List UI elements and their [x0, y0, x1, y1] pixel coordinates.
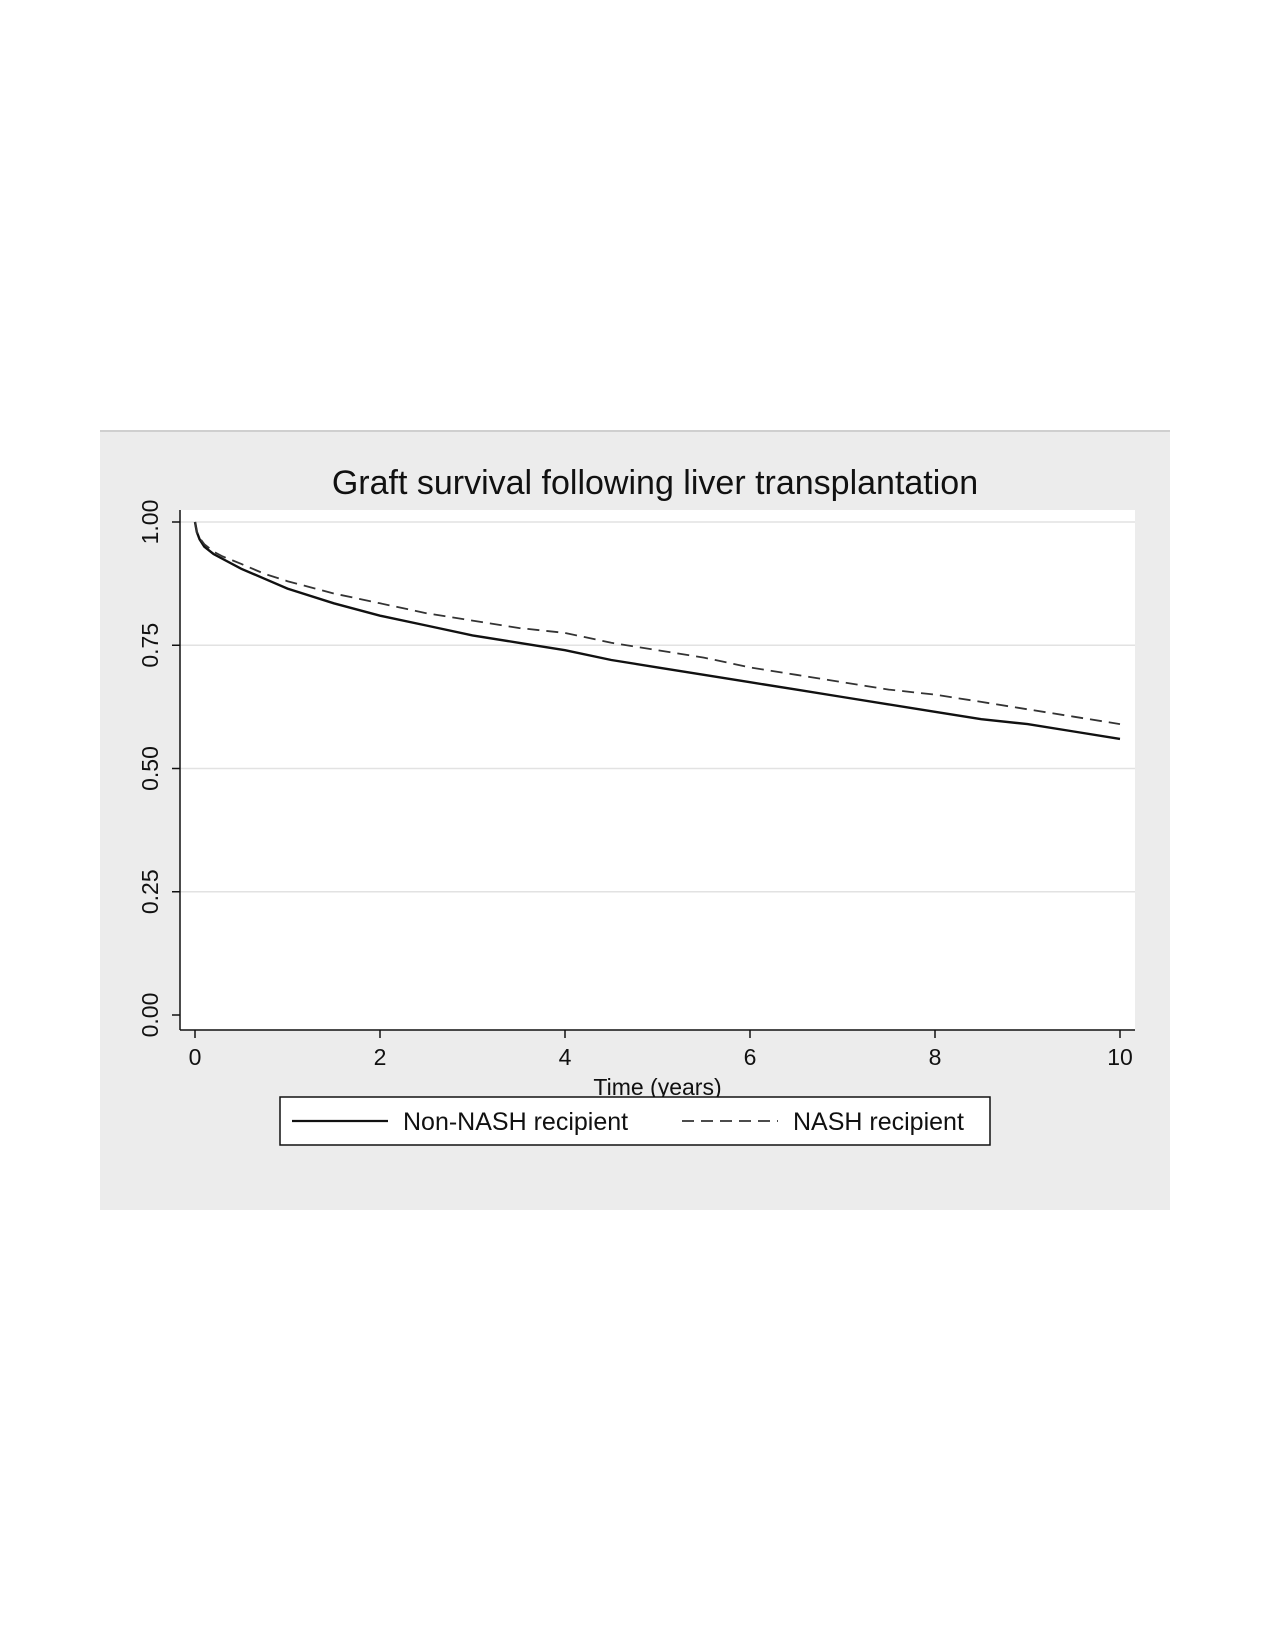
chart-panel: Graft survival following liver transplan… — [100, 430, 1170, 1210]
y-tick-label-1: 0.25 — [137, 869, 163, 914]
x-tick-label-0: 0 — [189, 1044, 202, 1070]
series-line-1 — [194, 521, 1121, 725]
series-line-0 — [193, 521, 1121, 741]
legend-label-nash: NASH recipient — [793, 1108, 964, 1136]
survival-chart: Graft survival following liver transplan… — [137, 464, 1135, 1146]
x-tick-label-4: 8 — [929, 1044, 942, 1070]
x-axis-title: Time (years) — [593, 1074, 721, 1100]
gridlines — [180, 521, 1135, 893]
x-tick-label-5: 10 — [1107, 1044, 1133, 1070]
series-lines — [193, 521, 1121, 741]
legend-label-non-nash: Non-NASH recipient — [403, 1108, 628, 1136]
y-tick-label-2: 0.50 — [137, 746, 163, 791]
legend-box — [279, 1096, 991, 1146]
y-tick-label-3: 0.75 — [137, 623, 163, 668]
chart-title: Graft survival following liver transplan… — [332, 464, 978, 502]
y-tick-label-4: 1.00 — [137, 500, 163, 545]
plot-area — [180, 510, 1135, 1030]
y-tick-label-0: 0.00 — [137, 993, 163, 1038]
axes: 0.00 0.25 0.50 0.75 1.00 0 2 4 6 8 10 — [137, 500, 1135, 1070]
x-tick-label-3: 6 — [744, 1044, 757, 1070]
x-tick-label-2: 4 — [559, 1044, 572, 1070]
x-tick-label-1: 2 — [374, 1044, 387, 1070]
legend: Non-NASH recipient NASH recipient — [279, 1096, 991, 1146]
